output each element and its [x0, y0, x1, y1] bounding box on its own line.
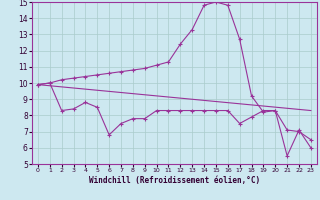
X-axis label: Windchill (Refroidissement éolien,°C): Windchill (Refroidissement éolien,°C) [89, 176, 260, 185]
